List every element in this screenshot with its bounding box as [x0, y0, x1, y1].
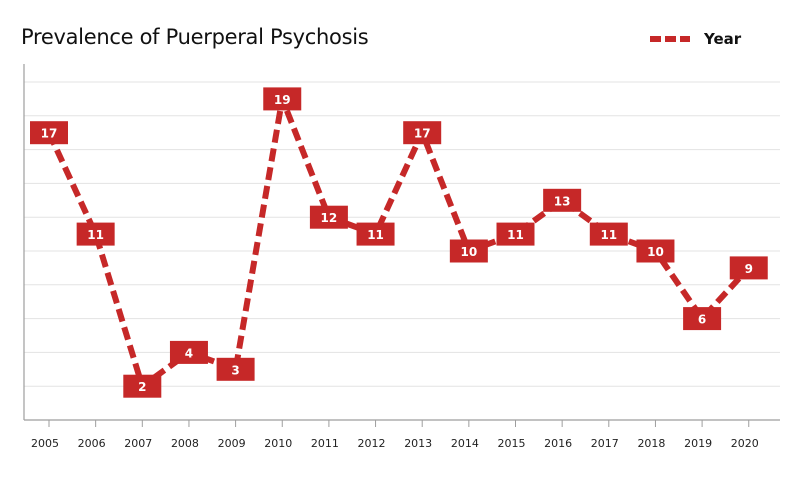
data-label-box — [589, 222, 628, 246]
data-label: 10 — [460, 245, 477, 259]
x-tick-label: 2018 — [637, 437, 665, 450]
x-tick-label: 2009 — [218, 437, 246, 450]
data-label-box — [403, 121, 442, 145]
x-tick-label: 2013 — [404, 437, 432, 450]
chart-title: Prevalence of Puerperal Psychosis — [21, 25, 369, 49]
data-label: 17 — [414, 127, 431, 141]
x-tick-label: 2020 — [731, 437, 759, 450]
data-label-box — [683, 307, 722, 331]
x-tick-label: 2005 — [31, 437, 59, 450]
data-label-box — [449, 239, 488, 263]
x-tick-label: 2019 — [684, 437, 712, 450]
x-tick-label: 2016 — [544, 437, 572, 450]
x-tick-label: 2008 — [171, 437, 199, 450]
data-label: 11 — [600, 228, 617, 242]
legend: Year — [648, 30, 741, 48]
data-label-box — [496, 222, 535, 246]
data-label: 11 — [87, 228, 104, 242]
data-label-box — [263, 87, 302, 111]
data-label: 11 — [367, 228, 384, 242]
x-tick-label: 2011 — [311, 437, 339, 450]
data-label: 6 — [698, 313, 706, 327]
data-label: 10 — [647, 245, 664, 259]
data-label-box — [309, 205, 348, 229]
x-tick-label: 2014 — [451, 437, 479, 450]
data-label: 13 — [554, 194, 571, 208]
legend-label: Year — [704, 30, 742, 48]
data-label: 2 — [138, 380, 146, 394]
data-label-box — [356, 222, 395, 246]
data-label-box — [76, 222, 115, 246]
data-label: 11 — [507, 228, 524, 242]
data-label-box — [169, 340, 208, 364]
data-label: 3 — [231, 363, 239, 377]
data-label: 17 — [41, 127, 58, 141]
x-tick-label: 2012 — [358, 437, 386, 450]
x-tick-label: 2015 — [498, 437, 526, 450]
data-label: 4 — [185, 346, 193, 360]
x-tick-label: 2007 — [124, 437, 152, 450]
x-tick-label: 2006 — [78, 437, 106, 450]
data-label: 12 — [321, 211, 338, 225]
legend-line-swatch — [650, 36, 690, 42]
data-label-box — [729, 256, 768, 280]
data-label: 9 — [745, 262, 753, 276]
series-line — [46, 95, 751, 390]
data-label-box — [30, 121, 68, 145]
data-label-box — [123, 374, 162, 398]
data-label-box — [543, 188, 582, 212]
x-tick-label: 2017 — [591, 437, 619, 450]
data-label-box — [636, 239, 675, 263]
data-label: 19 — [274, 93, 291, 107]
x-tick-label: 2010 — [264, 437, 292, 450]
data-label-box — [216, 357, 255, 381]
